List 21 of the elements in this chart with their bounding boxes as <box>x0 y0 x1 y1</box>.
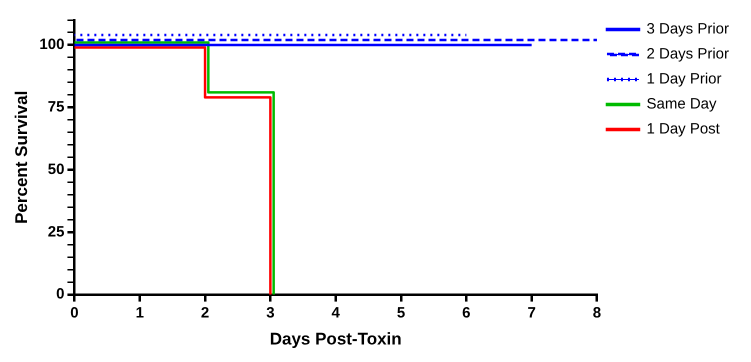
x-tick-label: 2 <box>200 304 210 322</box>
y-tick-label: 75 <box>48 98 64 116</box>
x-axis-title: Days Post-Toxin <box>270 329 402 348</box>
legend-label: 1 Day Post <box>646 120 721 138</box>
legend-label: 1 Day Prior <box>646 70 722 88</box>
x-tick-label: 3 <box>266 304 275 322</box>
x-tick-label: 8 <box>592 304 602 322</box>
x-tick-label: 7 <box>527 304 536 322</box>
x-tick-label: 6 <box>462 304 471 322</box>
y-tick-label: 50 <box>48 160 64 178</box>
x-tick-label: 0 <box>70 304 79 322</box>
y-tick-label: 0 <box>56 286 64 303</box>
y-tick-label: 25 <box>48 223 64 240</box>
legend-label: 3 Days Prior <box>646 20 730 38</box>
y-tick-label: 100 <box>39 36 64 54</box>
legend-label: 2 Days Prior <box>646 46 730 63</box>
x-tick-label: 4 <box>332 304 341 322</box>
y-axis-title: Percent Survival <box>12 90 31 224</box>
x-tick-label: 1 <box>136 304 144 322</box>
legend-label: Same Day <box>646 96 718 113</box>
x-tick-label: 5 <box>396 304 406 322</box>
